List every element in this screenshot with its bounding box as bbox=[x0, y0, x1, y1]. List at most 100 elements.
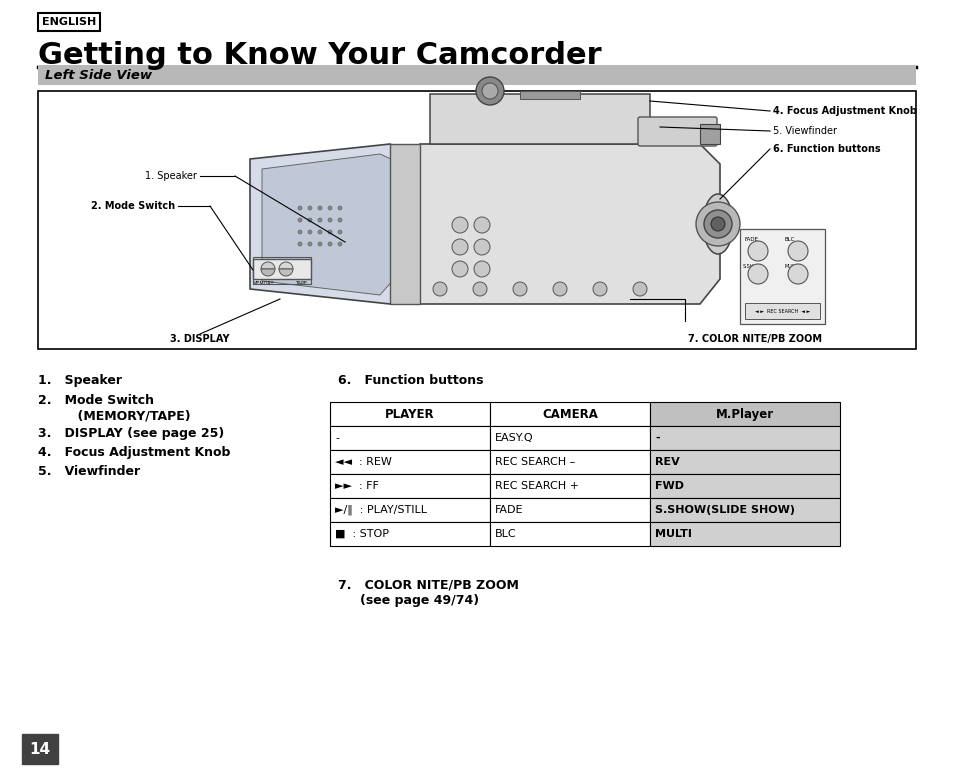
Circle shape bbox=[337, 230, 341, 234]
Text: BLC: BLC bbox=[495, 529, 517, 539]
Bar bbox=[490, 426, 649, 450]
Text: FWD: FWD bbox=[655, 481, 683, 491]
Text: S.SHOW(SLIDE SHOW): S.SHOW(SLIDE SHOW) bbox=[655, 505, 794, 515]
Polygon shape bbox=[250, 144, 419, 304]
Text: REC SEARCH +: REC SEARCH + bbox=[495, 481, 578, 491]
Text: 7.   COLOR NITE/PB ZOOM: 7. COLOR NITE/PB ZOOM bbox=[337, 578, 518, 591]
Circle shape bbox=[481, 83, 497, 99]
Bar bbox=[490, 498, 649, 522]
Circle shape bbox=[308, 242, 312, 246]
Circle shape bbox=[747, 264, 767, 284]
Text: ►/‖  : PLAY/STILL: ►/‖ : PLAY/STILL bbox=[335, 505, 427, 515]
Bar bbox=[649, 450, 840, 474]
Circle shape bbox=[452, 239, 468, 255]
Bar bbox=[649, 498, 840, 522]
Bar bbox=[700, 124, 720, 144]
Circle shape bbox=[710, 217, 724, 231]
Bar bbox=[38, 13, 100, 31]
FancyBboxPatch shape bbox=[638, 117, 717, 146]
Wedge shape bbox=[278, 262, 293, 269]
Text: 6.   Function buttons: 6. Function buttons bbox=[337, 374, 483, 387]
Circle shape bbox=[317, 230, 322, 234]
Text: FADE: FADE bbox=[495, 505, 523, 515]
Circle shape bbox=[474, 261, 490, 277]
Bar bbox=[253, 257, 311, 284]
Circle shape bbox=[476, 77, 503, 105]
Text: 3. DISPLAY: 3. DISPLAY bbox=[170, 334, 230, 344]
Text: ■  : STOP: ■ : STOP bbox=[335, 529, 389, 539]
Circle shape bbox=[513, 282, 526, 296]
Text: TAPE: TAPE bbox=[294, 281, 307, 286]
Text: S.SHOW: S.SHOW bbox=[742, 264, 762, 269]
Circle shape bbox=[317, 206, 322, 210]
Bar bbox=[38, 91, 915, 349]
Polygon shape bbox=[419, 144, 720, 304]
Text: (see page 49/74): (see page 49/74) bbox=[359, 594, 478, 607]
Circle shape bbox=[337, 218, 341, 222]
Circle shape bbox=[297, 206, 302, 210]
Ellipse shape bbox=[702, 194, 732, 254]
Text: 4. Focus Adjustment Knob: 4. Focus Adjustment Knob bbox=[772, 106, 916, 116]
Circle shape bbox=[297, 218, 302, 222]
Text: REV: REV bbox=[655, 457, 679, 467]
Circle shape bbox=[317, 242, 322, 246]
Text: 7. COLOR NITE/PB ZOOM: 7. COLOR NITE/PB ZOOM bbox=[687, 334, 821, 344]
Text: 1. Speaker: 1. Speaker bbox=[145, 171, 196, 181]
Circle shape bbox=[433, 282, 447, 296]
Circle shape bbox=[593, 282, 606, 296]
Circle shape bbox=[452, 261, 468, 277]
Text: 5. Viewfinder: 5. Viewfinder bbox=[772, 126, 836, 136]
Text: 4.   Focus Adjustment Knob: 4. Focus Adjustment Knob bbox=[38, 446, 230, 459]
Circle shape bbox=[297, 242, 302, 246]
Circle shape bbox=[747, 241, 767, 261]
Text: MULTI: MULTI bbox=[655, 529, 691, 539]
Text: MULTI: MULTI bbox=[784, 264, 799, 269]
Circle shape bbox=[473, 282, 486, 296]
Circle shape bbox=[328, 230, 332, 234]
Text: 1.   Speaker: 1. Speaker bbox=[38, 374, 122, 387]
Polygon shape bbox=[22, 734, 58, 764]
Circle shape bbox=[308, 230, 312, 234]
Bar bbox=[330, 426, 490, 450]
Circle shape bbox=[553, 282, 566, 296]
Text: BLC: BLC bbox=[784, 237, 795, 242]
Bar bbox=[330, 498, 490, 522]
Text: 3.   DISPLAY (see page 25): 3. DISPLAY (see page 25) bbox=[38, 427, 224, 440]
Polygon shape bbox=[390, 144, 419, 304]
Circle shape bbox=[452, 217, 468, 233]
Circle shape bbox=[787, 264, 807, 284]
Wedge shape bbox=[278, 269, 293, 276]
Circle shape bbox=[308, 218, 312, 222]
Text: CAMERA: CAMERA bbox=[541, 407, 598, 421]
Text: Left Side View: Left Side View bbox=[45, 69, 152, 82]
Text: ◄ ►  REC SEARCH  ◄ ►: ◄ ► REC SEARCH ◄ ► bbox=[754, 308, 809, 313]
Bar bbox=[330, 522, 490, 546]
Text: ►►  : FF: ►► : FF bbox=[335, 481, 378, 491]
Text: PLAYER: PLAYER bbox=[385, 407, 435, 421]
Text: ENGLISH: ENGLISH bbox=[42, 17, 96, 27]
Bar bbox=[744, 303, 820, 319]
Bar bbox=[38, 65, 915, 85]
Text: 5.   Viewfinder: 5. Viewfinder bbox=[38, 465, 140, 478]
Bar bbox=[490, 450, 649, 474]
Polygon shape bbox=[262, 154, 408, 295]
Bar bbox=[519, 91, 579, 99]
Text: 2.   Mode Switch: 2. Mode Switch bbox=[38, 394, 153, 407]
Text: -: - bbox=[335, 433, 338, 443]
Text: FADE: FADE bbox=[744, 237, 759, 242]
Bar bbox=[649, 402, 840, 426]
Text: REC SEARCH –: REC SEARCH – bbox=[495, 457, 575, 467]
Text: Getting to Know Your Camcorder: Getting to Know Your Camcorder bbox=[38, 41, 601, 70]
Circle shape bbox=[696, 202, 740, 246]
Circle shape bbox=[328, 218, 332, 222]
Text: EASY.Q: EASY.Q bbox=[495, 433, 533, 443]
Circle shape bbox=[703, 210, 731, 238]
Bar bbox=[649, 474, 840, 498]
Circle shape bbox=[337, 242, 341, 246]
Circle shape bbox=[328, 206, 332, 210]
Circle shape bbox=[328, 242, 332, 246]
Wedge shape bbox=[261, 262, 274, 269]
Wedge shape bbox=[261, 269, 274, 276]
Text: ◄◄  : REW: ◄◄ : REW bbox=[335, 457, 392, 467]
Bar bbox=[253, 259, 311, 279]
